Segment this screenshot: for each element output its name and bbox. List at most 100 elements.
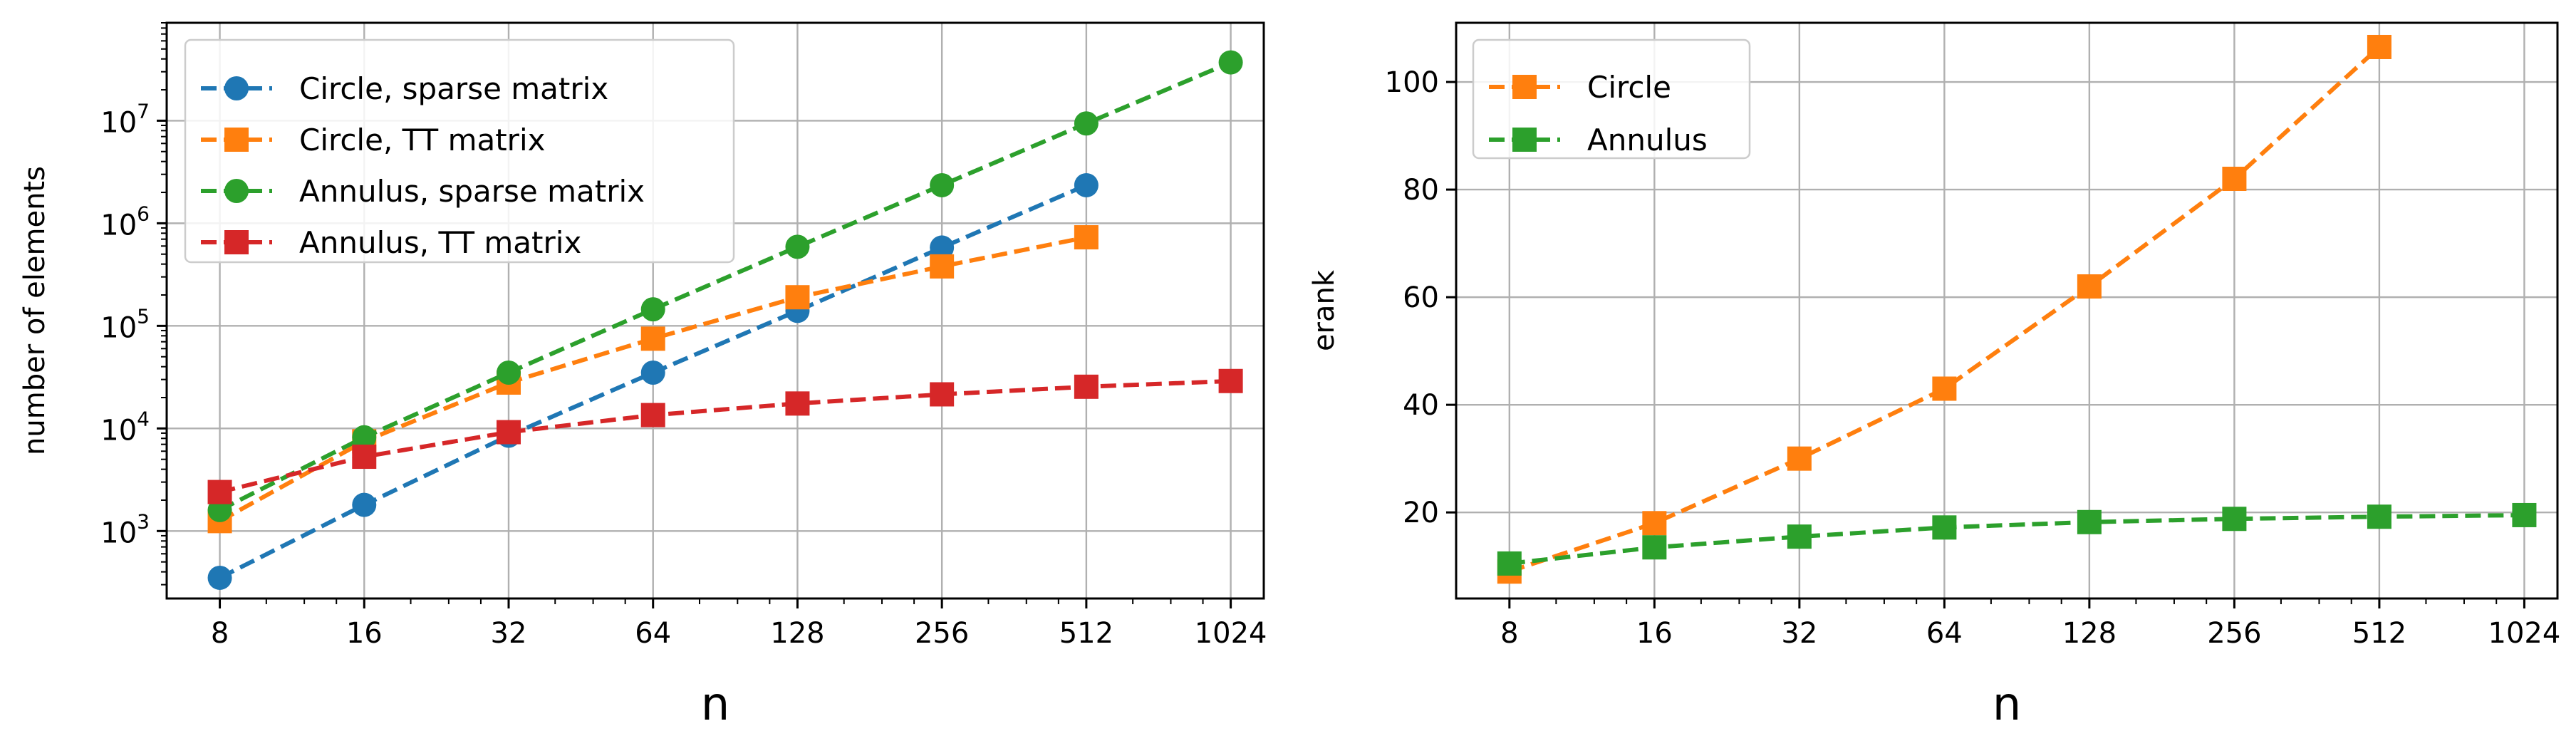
data-point	[496, 420, 521, 445]
y-axis: 20 40 60 80 100	[1385, 66, 1456, 529]
legend-label: Circle, TT matrix	[299, 123, 545, 157]
x-tick-label: 8	[1500, 617, 1518, 650]
y-tick-exponent: 7	[137, 99, 150, 123]
x-tick-label: 16	[1636, 617, 1673, 650]
data-point	[1642, 511, 1667, 536]
data-point	[640, 403, 665, 427]
y-tick-exponent: 5	[137, 304, 150, 328]
x-tick-label: 512	[1059, 617, 1113, 650]
y-tick-label: 60	[1403, 281, 1439, 314]
data-point	[2077, 509, 2102, 534]
data-point	[2222, 507, 2247, 532]
series-annulus	[1497, 502, 2537, 576]
data-point	[785, 391, 810, 416]
data-point	[785, 285, 810, 310]
series-line	[219, 378, 1231, 494]
data-point	[930, 254, 955, 279]
legend-label: Annulus	[1587, 123, 1708, 157]
x-tick-label: 256	[915, 617, 969, 650]
legend-label: Annulus, TT matrix	[299, 225, 581, 260]
legend: Circle, sparse matrix Circle, TT matrix An…	[184, 38, 735, 264]
x-axis-label: n	[1993, 678, 2022, 731]
y-tick-label: 40	[1403, 389, 1439, 422]
x-axis: 8 16 32 64 128 256 512 1024	[211, 598, 1267, 650]
y-tick-label: 100	[1385, 66, 1439, 99]
data-point	[1642, 535, 1667, 560]
data-point	[1218, 368, 1243, 393]
data-point	[1218, 50, 1243, 75]
y-tick-base: 10	[100, 414, 137, 447]
data-point	[930, 382, 955, 407]
y-tick-label: 105	[100, 304, 150, 344]
x-axis: 8 16 32 64 128 256 512 1024	[1500, 598, 2560, 650]
y-tick-label: 104	[100, 407, 150, 447]
y-tick-exponent: 6	[137, 202, 150, 225]
y-tick-base: 10	[100, 209, 137, 242]
data-point	[1074, 111, 1099, 136]
legend-marker	[1512, 75, 1537, 99]
legend: Circle Annulus	[1472, 38, 1751, 160]
data-point	[930, 172, 955, 197]
y-axis-label: erank	[1308, 269, 1341, 351]
x-tick-label: 64	[635, 617, 671, 650]
y-tick-exponent: 4	[137, 407, 150, 430]
data-point	[352, 445, 377, 470]
x-tick-label: 512	[2352, 617, 2406, 650]
x-axis-label: n	[701, 678, 730, 731]
series-line	[219, 60, 1232, 512]
legend-marker	[224, 76, 249, 100]
x-tick-label: 16	[346, 617, 383, 650]
data-point	[2077, 274, 2102, 299]
data-point	[640, 326, 665, 351]
chart-number-of-elements: 8 16 32 64 128 256 512 1024103104105106107numbe…	[19, 21, 1267, 731]
series-line	[1509, 513, 2525, 566]
data-point	[785, 234, 810, 259]
x-tick-label: 1024	[2488, 617, 2561, 650]
data-point	[2222, 166, 2247, 191]
data-point	[640, 297, 665, 322]
x-tick-label: 128	[2062, 617, 2117, 650]
x-tick-label: 128	[770, 617, 824, 650]
legend-box	[1472, 38, 1751, 160]
x-tick-label: 1024	[1195, 617, 1267, 650]
data-point	[1787, 524, 1812, 549]
y-tick-base: 10	[100, 311, 137, 344]
legend-label: Circle, sparse matrix	[299, 71, 608, 106]
legend-label: Circle	[1587, 70, 1671, 105]
axes-frame	[165, 21, 1265, 600]
data-point	[352, 425, 377, 450]
y-tick-label: 80	[1403, 174, 1439, 207]
y-tick-base: 10	[100, 517, 137, 549]
y-tick-label: 106	[100, 202, 150, 242]
data-point	[1074, 225, 1099, 250]
data-point	[496, 361, 521, 385]
y-tick-label: 103	[100, 509, 150, 549]
data-point	[930, 235, 955, 260]
data-point	[207, 565, 232, 590]
x-tick-label: 32	[491, 617, 527, 650]
y-tick-base: 10	[100, 106, 137, 139]
data-point	[1074, 172, 1099, 197]
chart-erank: 8 16 32 64 128 256 512 1024 20 40 60 80 100 erank n Cir…	[1308, 21, 2560, 731]
x-tick-label: 64	[1926, 617, 1963, 650]
x-tick-label: 256	[2207, 617, 2261, 650]
data-point	[2367, 504, 2391, 529]
y-axis-label: number of elements	[19, 166, 51, 455]
data-point	[1787, 446, 1812, 471]
y-tick-label: 20	[1403, 497, 1439, 529]
data-point	[207, 480, 232, 504]
legend-box	[184, 38, 735, 264]
legend-marker	[224, 230, 249, 254]
data-point	[1932, 515, 1957, 540]
data-point	[2512, 502, 2537, 527]
data-point	[2367, 34, 2391, 59]
legend-label: Annulus, sparse matrix	[299, 174, 645, 209]
axes-frame	[1455, 21, 2559, 600]
legend-marker	[224, 179, 249, 203]
x-tick-label: 32	[1781, 617, 1817, 650]
data-point	[1932, 376, 1957, 401]
legend-marker	[224, 128, 249, 152]
legend-marker	[1512, 128, 1537, 152]
y-tick-exponent: 3	[137, 509, 150, 533]
